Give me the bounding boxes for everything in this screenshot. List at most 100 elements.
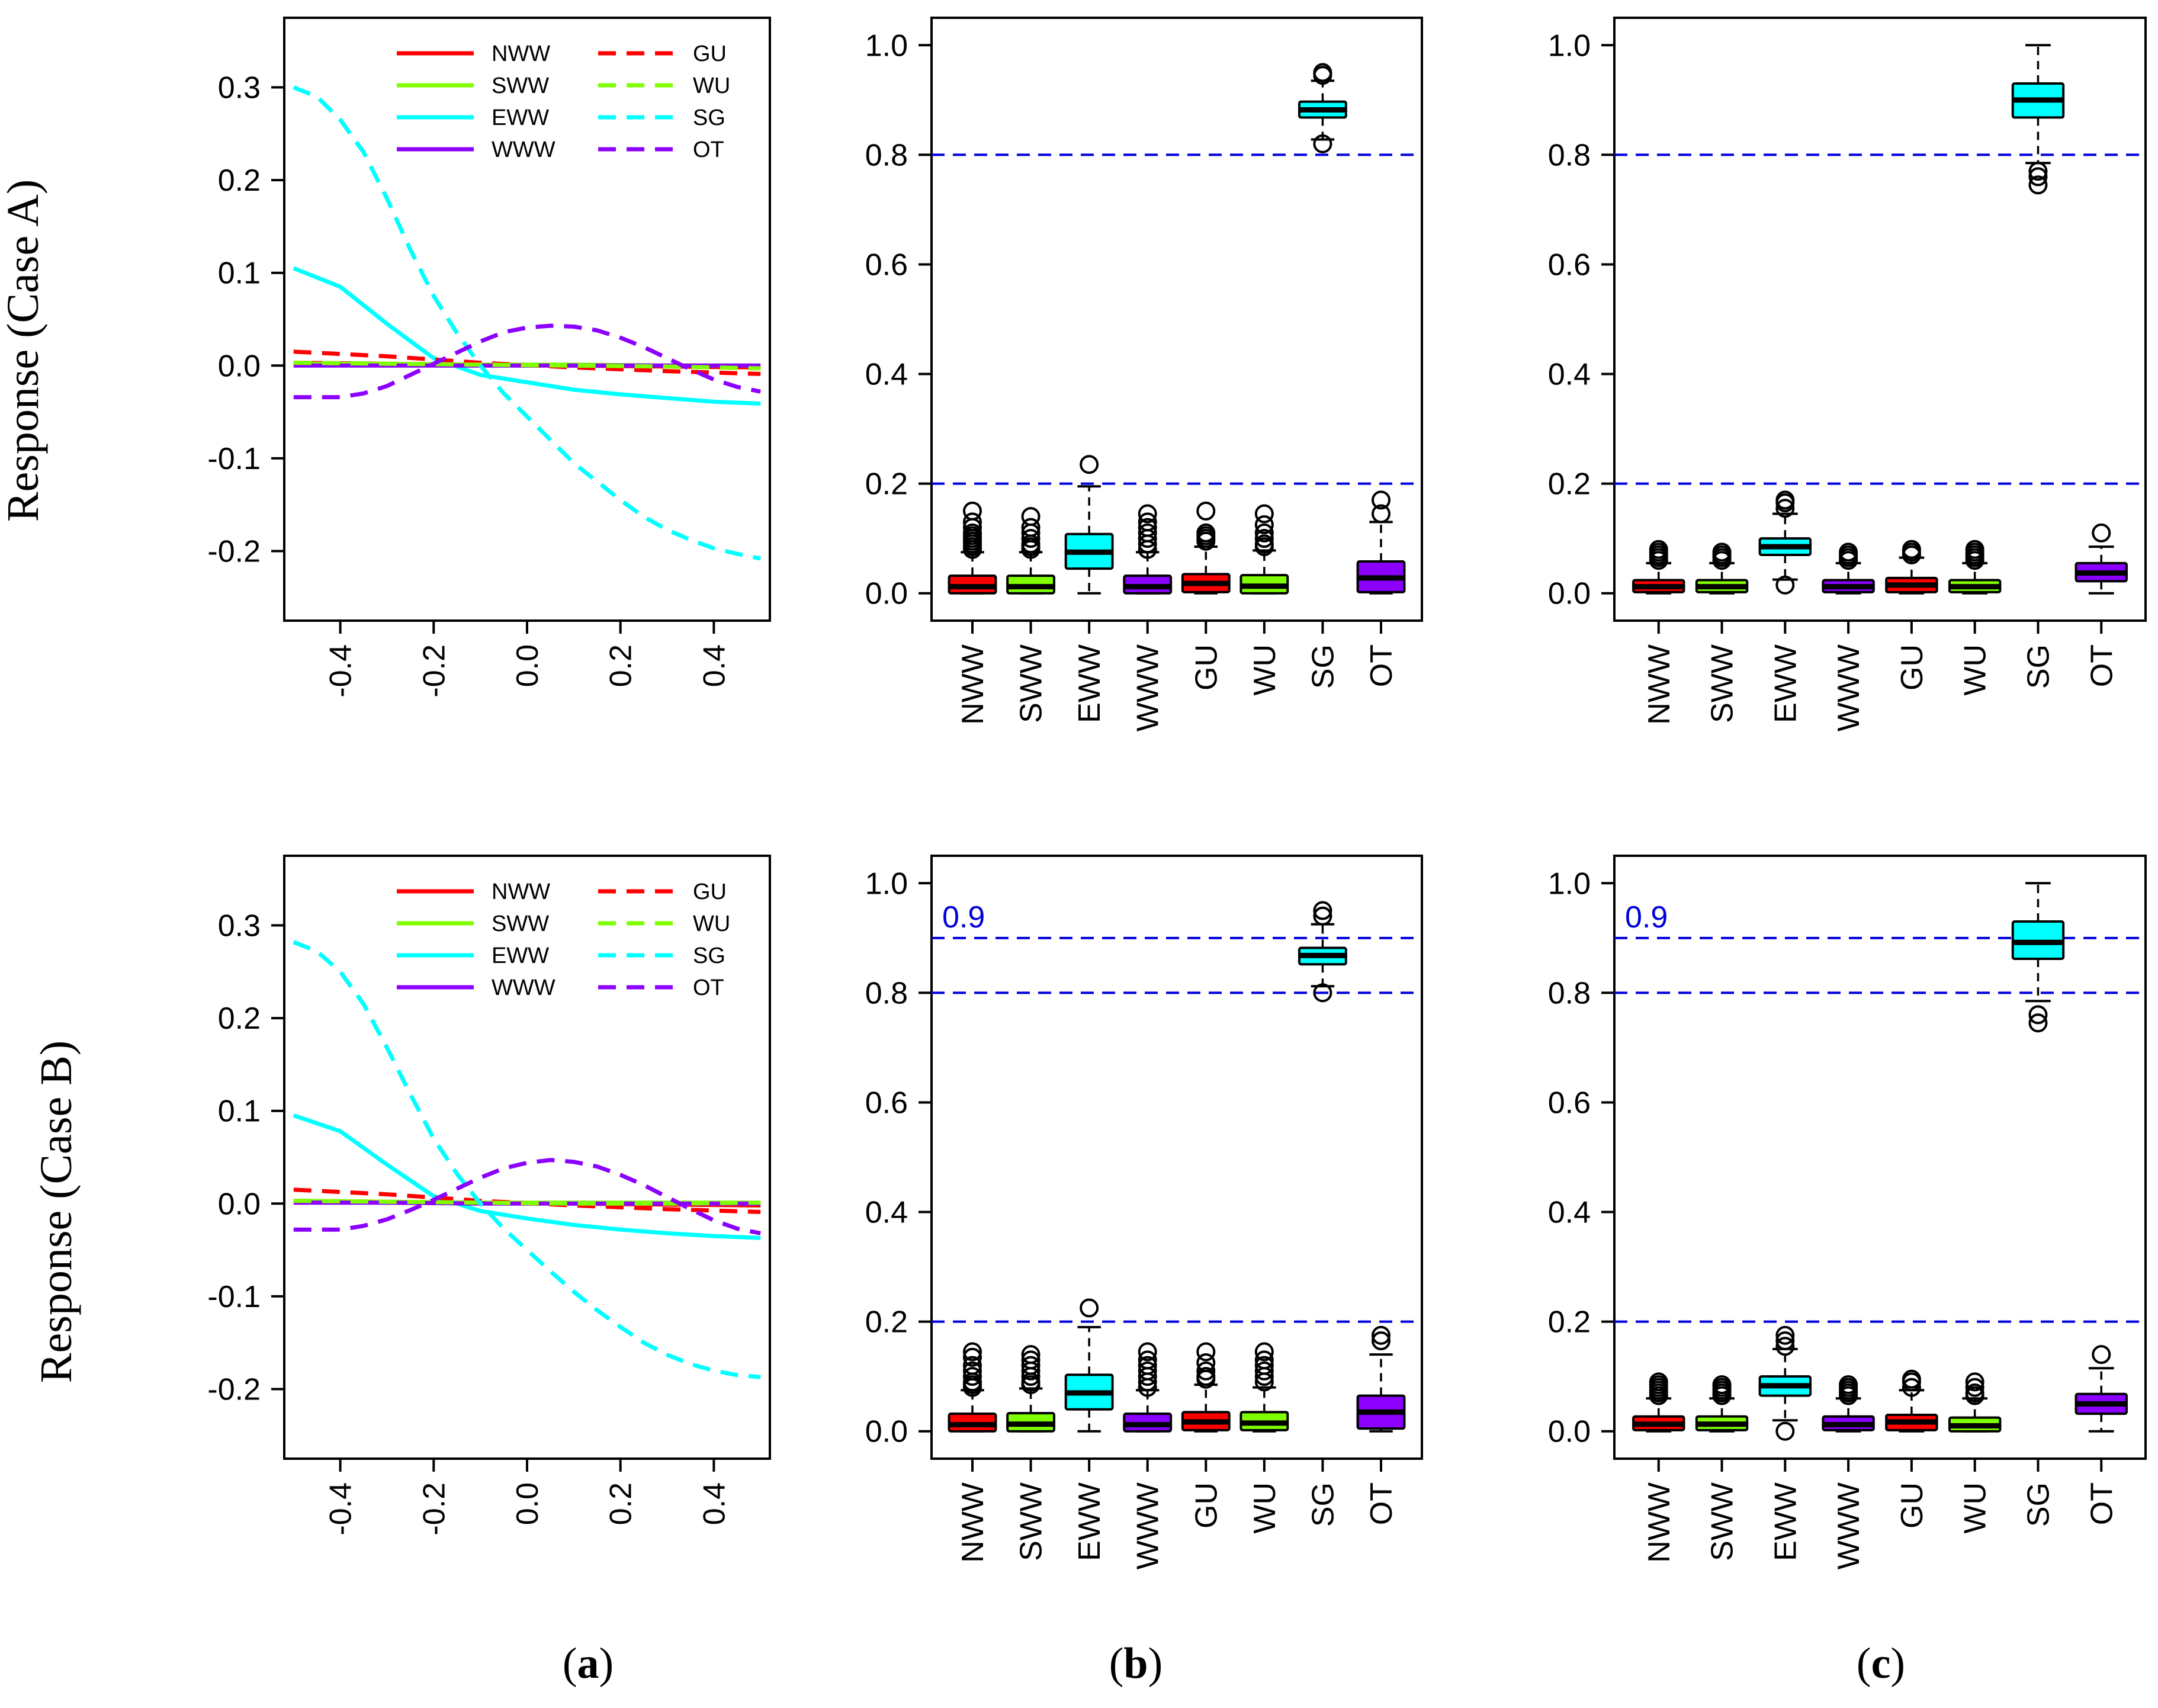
outlier-point (1021, 518, 1041, 537)
y-tick-label: 0.0 (1548, 1415, 1591, 1449)
panel-letter-a: a (577, 1639, 599, 1688)
y-tick-label: 0.4 (1548, 358, 1591, 392)
y-tick-label: -0.1 (207, 1280, 261, 1314)
row-label-case-b: Response (Case B) (31, 1041, 81, 1383)
outlier-point (1839, 1375, 1858, 1395)
legend-label-sg: SG (693, 943, 725, 968)
outlier-point (1080, 455, 1099, 474)
x-tick-label: OT (2085, 644, 2119, 687)
x-tick-label: 0.4 (697, 644, 731, 687)
x-tick-label: EWW (1072, 644, 1107, 723)
outlier-point (1775, 490, 1795, 510)
outlier-point (1372, 1325, 1391, 1345)
outlier-point (1080, 1298, 1099, 1318)
x-tick-label: WWW (1131, 644, 1165, 731)
plot-frame (1613, 855, 2147, 1460)
box-sww (1695, 542, 1749, 595)
y-tick-label: 0.0 (865, 577, 908, 611)
x-tick-label: NWW (1642, 1482, 1677, 1563)
x-tick-label: WU (1248, 644, 1282, 696)
box-gu (1181, 501, 1231, 595)
x-tick-label: WU (1958, 644, 1993, 696)
outlier-point (1254, 515, 1274, 535)
outlier-point (1965, 1372, 1984, 1392)
outlier-point (1254, 504, 1274, 524)
box-ot (1356, 1325, 1406, 1433)
y-tick-label: 1.0 (865, 866, 908, 901)
outlier-point (1138, 1361, 1157, 1380)
x-tick-label: 0.4 (697, 1482, 731, 1525)
y-tick-label: 0.6 (1548, 1086, 1591, 1120)
reference-annotation: 0.9 (1625, 900, 1668, 935)
chart-panel-a-B: -0.2 -0.1 0.0 0.1 0.2 0.3 -0.4 -0.2 0.0 0.2 0.4 NWW… (207, 855, 771, 1536)
x-tick-label: 0.2 (604, 644, 638, 687)
y-tick-label: 0.0 (1548, 577, 1591, 611)
y-tick-label: -0.2 (207, 1373, 261, 1407)
x-tick-label: -0.2 (417, 644, 451, 698)
panel-label-c: (c) (1857, 1639, 1905, 1688)
outlier-point (1138, 1356, 1157, 1375)
x-tick-label: SWW (1706, 644, 1740, 723)
reference-annotation: 0.9 (942, 900, 985, 935)
outlier-point (1138, 523, 1157, 542)
outlier-point (1902, 1369, 1921, 1389)
x-tick-label: SG (2021, 1482, 2056, 1527)
y-tick-label: 0.2 (865, 1305, 908, 1340)
outlier-point (963, 512, 982, 532)
x-tick-label: GU (1895, 644, 1929, 691)
y-tick-label: 0.4 (865, 1196, 908, 1230)
panel-label-b: (b) (1109, 1639, 1163, 1688)
y-tick-label: 0.4 (865, 358, 908, 392)
x-tick-label: SG (1306, 1482, 1340, 1527)
series-line-sg (293, 940, 761, 1379)
x-tick-label: SWW (1014, 1482, 1049, 1561)
legend: NWW SWW EWW WWW GU WU SG OT (397, 879, 730, 1000)
box-www (1822, 1375, 1875, 1433)
outlier-point (1313, 906, 1332, 926)
box-wu (1948, 1372, 2002, 1433)
box-sg (1298, 901, 1347, 1003)
panel-letter-c: c (1871, 1639, 1891, 1688)
outlier-point (963, 501, 982, 521)
outlier-point (963, 1367, 982, 1386)
row-label-case-a: Response (Case A) (0, 179, 48, 522)
plot-frame (930, 855, 1423, 1460)
outlier-point (1254, 523, 1274, 542)
box-eww (1758, 1325, 1812, 1441)
outlier-point (1902, 1378, 1921, 1397)
legend-label-wu: WU (693, 73, 730, 98)
y-tick-label: 1.0 (865, 28, 908, 63)
outlier-point (1138, 518, 1157, 537)
x-tick-label: OT (2085, 1482, 2119, 1525)
box-sww (1006, 1345, 1055, 1433)
x-tick-label: NWW (1642, 644, 1677, 725)
x-tick-label: GU (1895, 1482, 1929, 1529)
outlier-point (2092, 1345, 2111, 1365)
y-tick-label: 0.6 (865, 1086, 908, 1120)
box-wu (1239, 504, 1289, 595)
chart-panel-b-B: 0.0 0.2 0.4 0.6 0.8 1.0 0.9 NWW SWW EWW WWW GU WU SG O… (865, 855, 1423, 1569)
y-tick-label: 0.3 (218, 70, 261, 105)
box-wu (1948, 540, 2002, 595)
outlier-point (2028, 1013, 2048, 1033)
outlier-point (1254, 1342, 1274, 1362)
x-tick-label: EWW (1072, 1482, 1107, 1561)
box-www (1822, 542, 1875, 595)
outlier-point (1313, 63, 1332, 82)
outlier-point (1196, 1361, 1216, 1380)
outlier-point (1313, 983, 1332, 1003)
legend-label-gu: GU (693, 879, 727, 904)
box-gu (1885, 1369, 1938, 1433)
box-nww (1632, 540, 1685, 595)
outlier-point (963, 523, 982, 542)
y-tick-label: 0.8 (1548, 976, 1591, 1010)
outlier-point (1021, 1350, 1041, 1370)
x-tick-label: WWW (1832, 644, 1866, 731)
outlier-point (1965, 540, 1984, 559)
x-tick-label: SWW (1706, 1482, 1740, 1561)
outlier-point (1254, 1350, 1274, 1370)
x-tick-label: -0.2 (417, 1482, 451, 1536)
outlier-point (2028, 175, 2048, 195)
outlier-point (1254, 534, 1274, 554)
outlier-point (1021, 1345, 1041, 1365)
